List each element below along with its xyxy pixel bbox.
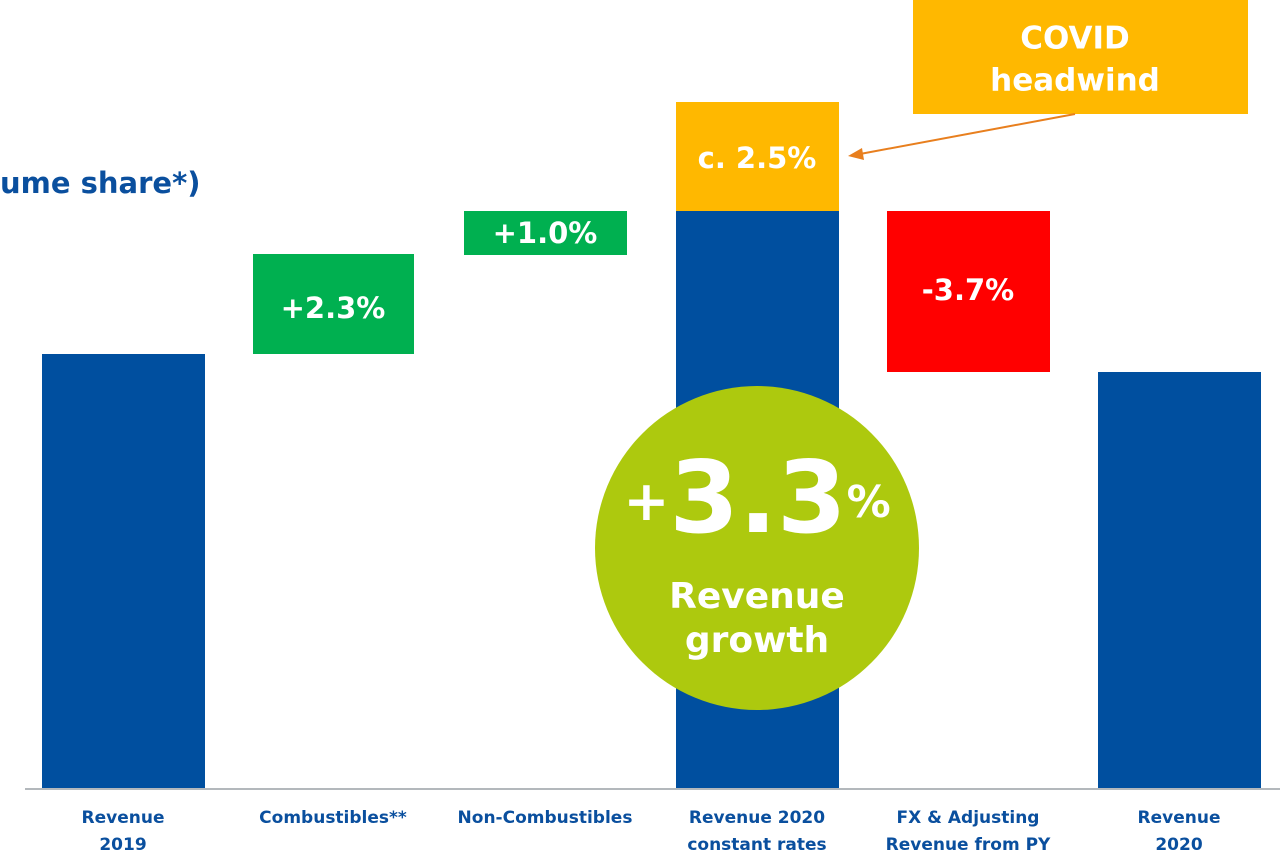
bar (464, 211, 627, 255)
category-label: Revenue (82, 808, 165, 828)
category-label: Combustibles** (259, 808, 407, 828)
value-label: c. 2.5% (698, 141, 817, 175)
category-label: 2020 (1155, 835, 1202, 853)
value-label: +2.3% (281, 291, 386, 325)
value-label: +1.0% (493, 216, 598, 250)
value-label: -3.7% (922, 273, 1014, 307)
category-label: 2019 (99, 835, 146, 853)
category-label: constant rates (687, 835, 826, 853)
growth-badge (595, 386, 919, 710)
badge-text: Revenue (669, 576, 845, 617)
category-label: Revenue from PY (886, 835, 1051, 853)
category-label: Revenue 2020 (689, 808, 825, 828)
bar (253, 254, 414, 354)
bar (42, 354, 205, 788)
category-label: Non-Combustibles (458, 808, 633, 828)
badge-value: +3.3% (623, 439, 890, 556)
arrow-head (848, 148, 864, 160)
bar (887, 211, 1050, 372)
category-label: Revenue (1138, 808, 1221, 828)
callout-text: COVID (1020, 21, 1130, 57)
badge-number: 3.3 (669, 439, 846, 556)
category-label: FX & Adjusting (897, 808, 1040, 828)
callout-box (913, 0, 1248, 114)
badge-prefix: + (623, 469, 669, 533)
bar (1098, 372, 1261, 788)
badge-suffix: % (847, 477, 891, 528)
title-fragment: ume share*) (0, 166, 201, 200)
bar (676, 102, 839, 211)
badge-text: growth (685, 620, 829, 661)
callout-arrow (859, 113, 1076, 155)
callout-text: headwind (990, 63, 1160, 99)
